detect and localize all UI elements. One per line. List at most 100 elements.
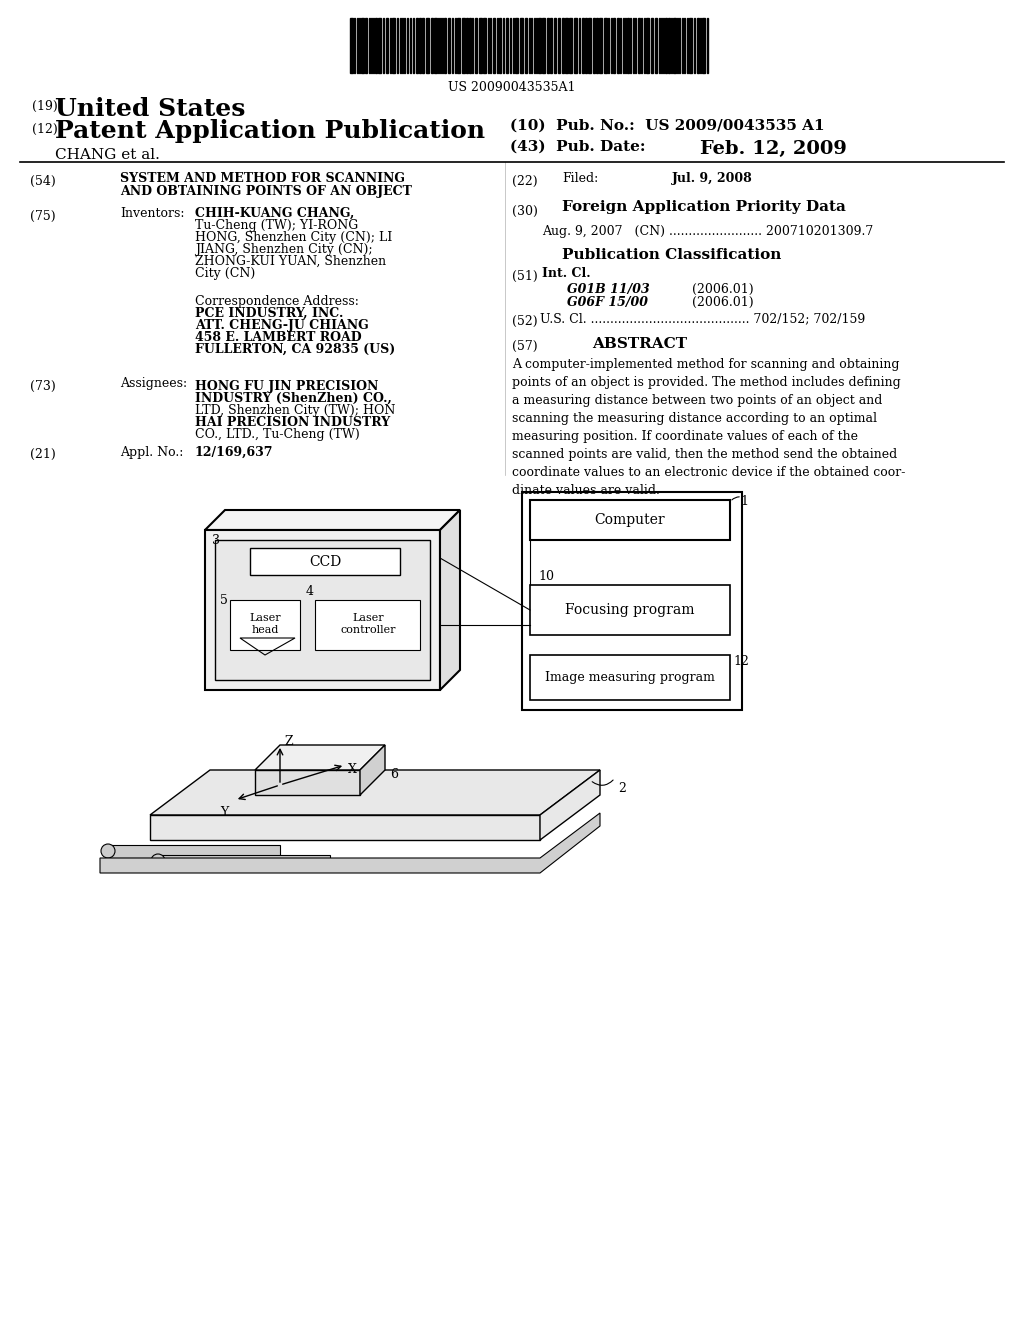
Text: Appl. No.:: Appl. No.: bbox=[120, 446, 183, 459]
Text: (21): (21) bbox=[30, 447, 55, 461]
Bar bbox=[466, 18, 468, 73]
Circle shape bbox=[151, 854, 165, 869]
Text: SYSTEM AND METHOD FOR SCANNING: SYSTEM AND METHOD FOR SCANNING bbox=[120, 172, 406, 185]
Bar bbox=[554, 18, 556, 73]
Bar bbox=[565, 18, 568, 73]
Bar bbox=[613, 18, 615, 73]
Bar bbox=[479, 18, 482, 73]
Bar bbox=[668, 18, 670, 73]
Text: ATT. CHENG-JU CHIANG: ATT. CHENG-JU CHIANG bbox=[195, 319, 369, 333]
Text: Correspondence Address:: Correspondence Address: bbox=[195, 294, 358, 308]
Text: G06F 15/00: G06F 15/00 bbox=[567, 296, 648, 309]
Polygon shape bbox=[110, 845, 280, 858]
Text: CHANG et al.: CHANG et al. bbox=[55, 148, 160, 162]
Bar bbox=[386, 18, 388, 73]
Text: Feb. 12, 2009: Feb. 12, 2009 bbox=[700, 140, 847, 158]
Bar bbox=[547, 18, 549, 73]
Text: Publication Classification: Publication Classification bbox=[562, 248, 781, 261]
Text: (51): (51) bbox=[512, 271, 538, 282]
Bar bbox=[416, 18, 418, 73]
Text: X: X bbox=[348, 763, 357, 776]
Text: HONG, Shenzhen City (CN); LI: HONG, Shenzhen City (CN); LI bbox=[195, 231, 392, 244]
Text: Jul. 9, 2008: Jul. 9, 2008 bbox=[672, 172, 753, 185]
Bar bbox=[462, 18, 465, 73]
Bar bbox=[431, 18, 433, 73]
Bar bbox=[350, 18, 353, 73]
Bar bbox=[378, 18, 381, 73]
Bar bbox=[449, 18, 450, 73]
Text: (73): (73) bbox=[30, 380, 55, 393]
Text: CO., LTD., Tu-Cheng (TW): CO., LTD., Tu-Cheng (TW) bbox=[195, 428, 359, 441]
Text: ABSTRACT: ABSTRACT bbox=[592, 337, 687, 351]
Bar bbox=[520, 18, 523, 73]
Text: Computer: Computer bbox=[595, 513, 666, 527]
Bar bbox=[697, 18, 699, 73]
Text: ZHONG-KUI YUAN, Shenzhen: ZHONG-KUI YUAN, Shenzhen bbox=[195, 255, 386, 268]
Text: LTD, Shenzhen City (TW); HON: LTD, Shenzhen City (TW); HON bbox=[195, 404, 395, 417]
Bar bbox=[585, 18, 587, 73]
Text: 4: 4 bbox=[306, 585, 314, 598]
Text: (12): (12) bbox=[32, 123, 57, 136]
Text: Assignees:: Assignees: bbox=[120, 378, 187, 389]
Bar bbox=[646, 18, 649, 73]
Bar bbox=[655, 18, 657, 73]
Bar bbox=[475, 18, 477, 73]
Text: CHIH-KUANG CHANG,: CHIH-KUANG CHANG, bbox=[195, 207, 354, 220]
Polygon shape bbox=[540, 770, 600, 840]
Polygon shape bbox=[360, 744, 385, 795]
Text: U.S. Cl. ......................................... 702/152; 702/159: U.S. Cl. ...............................… bbox=[540, 312, 865, 325]
Text: HAI PRECISION INDUSTRY: HAI PRECISION INDUSTRY bbox=[195, 416, 390, 429]
Bar bbox=[558, 18, 560, 73]
Text: (2006.01): (2006.01) bbox=[692, 282, 754, 296]
Bar bbox=[593, 18, 595, 73]
Text: 12/169,637: 12/169,637 bbox=[195, 446, 273, 459]
Bar bbox=[673, 18, 676, 73]
Bar bbox=[702, 18, 705, 73]
Text: 5: 5 bbox=[220, 594, 228, 606]
Text: Laser: Laser bbox=[249, 612, 281, 623]
Text: JIANG, Shenzhen City (CN);: JIANG, Shenzhen City (CN); bbox=[195, 243, 373, 256]
Bar bbox=[569, 18, 572, 73]
Text: Filed:: Filed: bbox=[562, 172, 598, 185]
Text: (22): (22) bbox=[512, 176, 538, 187]
Text: Focusing program: Focusing program bbox=[565, 603, 694, 616]
Polygon shape bbox=[530, 655, 730, 700]
Polygon shape bbox=[230, 601, 300, 649]
Polygon shape bbox=[100, 813, 600, 873]
Text: AND OBTAINING POINTS OF AN OBJECT: AND OBTAINING POINTS OF AN OBJECT bbox=[120, 185, 412, 198]
Bar bbox=[651, 18, 653, 73]
Text: (19): (19) bbox=[32, 100, 57, 114]
Text: 2: 2 bbox=[618, 781, 626, 795]
Bar bbox=[582, 18, 584, 73]
Text: 10: 10 bbox=[538, 570, 554, 583]
Bar bbox=[599, 18, 602, 73]
Bar bbox=[444, 18, 446, 73]
Polygon shape bbox=[205, 531, 440, 690]
Bar bbox=[457, 18, 460, 73]
Text: 12: 12 bbox=[733, 655, 749, 668]
Text: head: head bbox=[251, 624, 279, 635]
Polygon shape bbox=[530, 585, 730, 635]
Bar bbox=[525, 18, 527, 73]
Text: (43)  Pub. Date:: (43) Pub. Date: bbox=[510, 140, 645, 154]
Polygon shape bbox=[530, 500, 730, 540]
Bar bbox=[434, 18, 437, 73]
Text: CCD: CCD bbox=[309, 554, 341, 569]
Polygon shape bbox=[150, 814, 540, 840]
Text: (30): (30) bbox=[512, 205, 538, 218]
Text: US 20090043535A1: US 20090043535A1 bbox=[449, 81, 575, 94]
Text: Inventors:: Inventors: bbox=[120, 207, 184, 220]
Circle shape bbox=[101, 843, 115, 858]
Bar bbox=[627, 18, 629, 73]
Bar bbox=[506, 18, 508, 73]
Text: Patent Application Publication: Patent Application Publication bbox=[55, 119, 485, 143]
Bar bbox=[422, 18, 424, 73]
Text: G01B 11/03: G01B 11/03 bbox=[567, 282, 650, 296]
Text: 458 E. LAMBERT ROAD: 458 E. LAMBERT ROAD bbox=[195, 331, 361, 345]
Bar bbox=[604, 18, 607, 73]
Polygon shape bbox=[205, 510, 460, 531]
Polygon shape bbox=[250, 548, 400, 576]
Bar bbox=[499, 18, 501, 73]
Bar bbox=[392, 18, 395, 73]
Text: (75): (75) bbox=[30, 210, 55, 223]
